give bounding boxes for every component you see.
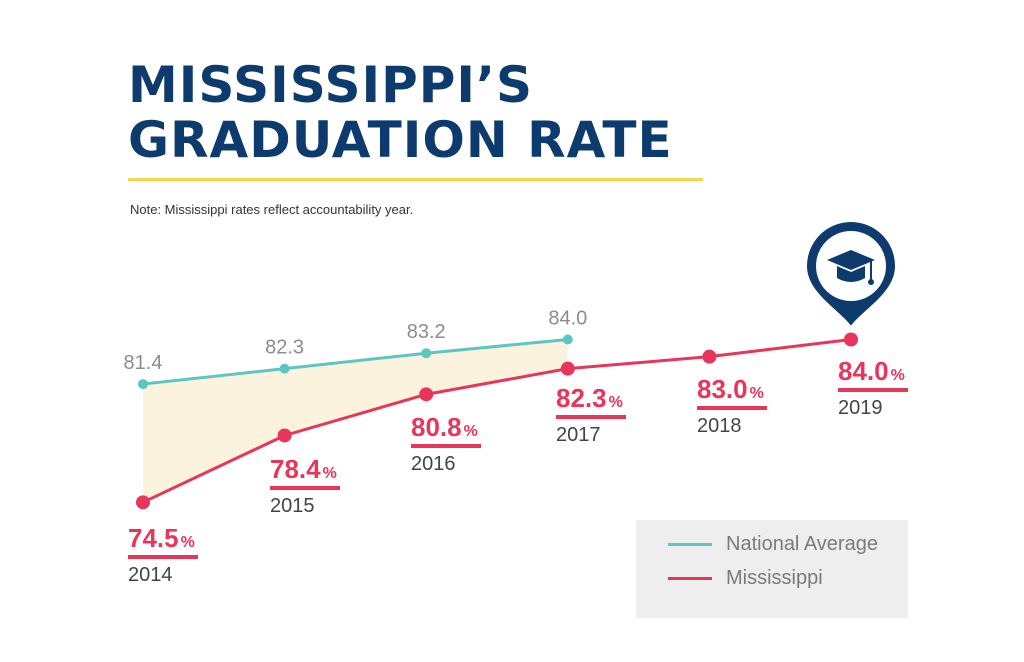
year-label: 2014 [128, 564, 173, 586]
mississippi-value-label: 78.4% [270, 454, 337, 484]
legend-label-mississippi: Mississippi [726, 566, 823, 589]
national-value-label: 83.2 [407, 321, 446, 343]
national-value-label: 84.0 [548, 308, 587, 330]
mississippi-value-label: 82.3% [556, 383, 623, 413]
legend-item-mississippi: Mississippi [668, 565, 823, 591]
graduation-cap-pin-icon [807, 222, 895, 326]
legend: National Average Mississippi [636, 520, 908, 618]
legend-swatch-national [668, 542, 712, 546]
mississippi-point [702, 349, 717, 364]
year-label: 2015 [270, 495, 315, 517]
series-line-mississippi [142, 338, 852, 504]
title-line-1: MISSISSIPPI’S [128, 56, 534, 114]
year-label: 2019 [838, 397, 883, 419]
mississippi-point [136, 495, 150, 510]
chart-title: MISSISSIPPI’S GRADUATION RATE [128, 58, 708, 168]
title-underline [128, 178, 703, 181]
series-line-national [142, 338, 568, 386]
year-label: 2018 [697, 415, 742, 437]
mississippi-point [560, 361, 575, 376]
legend-label-national: National Average [726, 532, 878, 555]
year-label: 2016 [411, 453, 456, 475]
chart-note: Note: Mississippi rates reflect accounta… [130, 202, 414, 217]
mississippi-value-label: 80.8% [411, 412, 478, 442]
legend-swatch-mississippi [668, 576, 712, 580]
national-value-label: 81.4 [124, 352, 163, 374]
mississippi-value-label: 74.5% [128, 523, 195, 553]
national-value-label: 82.3 [265, 337, 304, 359]
national-point [138, 379, 148, 390]
mississippi-label-underline [697, 406, 767, 410]
mississippi-value-label: 84.0% [838, 356, 905, 386]
gap-area [143, 339, 568, 503]
national-point [279, 363, 290, 374]
mississippi-point [419, 387, 434, 402]
mississippi-label-underline [411, 444, 481, 448]
mississippi-value-label: 83.0% [697, 374, 764, 404]
mississippi-label-underline [838, 388, 908, 392]
national-point [421, 348, 432, 359]
year-label: 2017 [556, 424, 601, 446]
mississippi-label-underline [270, 486, 340, 490]
mississippi-point [844, 332, 858, 347]
legend-item-national: National Average [668, 531, 878, 557]
title-line-2: GRADUATION RATE [128, 111, 673, 169]
mississippi-label-underline [128, 555, 198, 559]
mississippi-label-underline [556, 415, 626, 419]
national-point [562, 334, 573, 345]
mississippi-point [277, 428, 292, 443]
